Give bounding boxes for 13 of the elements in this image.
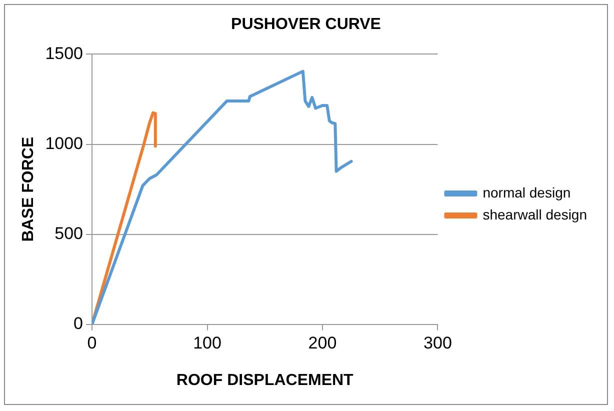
- x-axis-title: ROOF DISPLACEMENT: [176, 372, 354, 389]
- y-tick-label: 1500: [45, 44, 84, 63]
- x-tick-label: 200: [308, 333, 337, 352]
- y-axis-title: BASE FORCE: [20, 136, 38, 242]
- y-tick-label: 500: [54, 224, 84, 244]
- legend-label: shearwall design: [482, 206, 588, 222]
- y-tick-label: 1000: [45, 134, 84, 153]
- x-tick-label: 300: [424, 333, 452, 352]
- legend-label: normal design: [482, 184, 571, 200]
- y-tick-label: 0: [74, 314, 84, 334]
- x-tick-label: 100: [193, 333, 222, 352]
- chart-title: PUSHOVER CURVE: [231, 16, 382, 34]
- x-tick-label: 0: [87, 333, 97, 352]
